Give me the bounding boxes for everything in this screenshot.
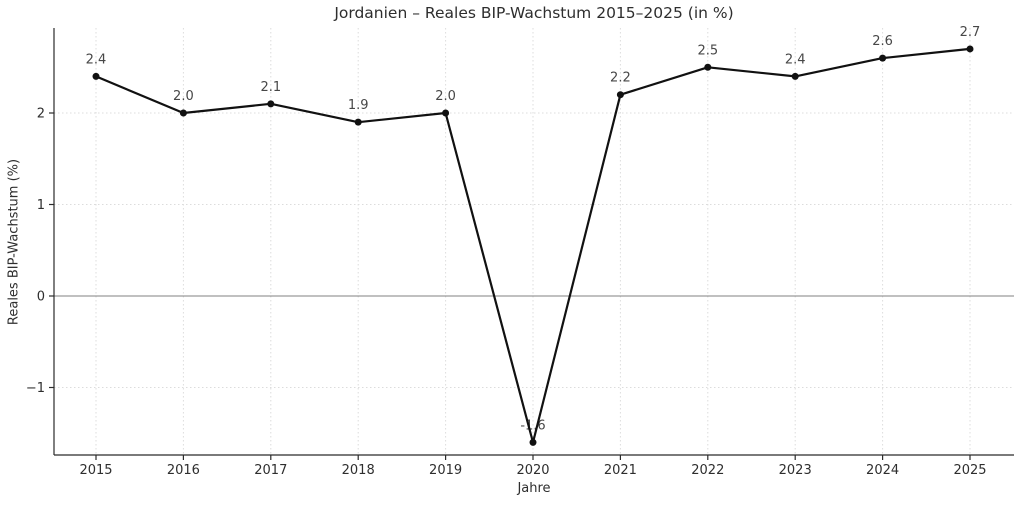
point-label: -1.6: [520, 418, 545, 433]
data-point: [267, 100, 275, 108]
y-tick-label: −1: [26, 381, 45, 396]
point-label: 2.1: [260, 80, 281, 95]
data-line: [94, 47, 972, 444]
x-axis: 2015 2016 2017 2018 2019 2020 2021 2022 2023 2024…: [79, 455, 987, 478]
point-labels: 2.4 2.0 2.1 1.9 2.0 -1.6 2.2 2.5 2.4 2.6 2.7: [86, 25, 981, 433]
point-label: 1.9: [348, 98, 369, 113]
x-tick-label: 2021: [604, 463, 637, 478]
point-label: 2.0: [435, 89, 456, 104]
x-tick-label: 2016: [167, 463, 200, 478]
point-label: 2.2: [610, 71, 631, 86]
x-tick-label: 2019: [429, 463, 462, 478]
x-tick-label: 2018: [342, 463, 375, 478]
x-tick-label: 2020: [516, 463, 549, 478]
y-tick-label: 1: [37, 198, 45, 213]
spines: [53, 28, 1014, 456]
data-point: [92, 72, 100, 80]
x-tick-label: 2025: [953, 463, 986, 478]
data-point: [616, 91, 624, 99]
x-tick-label: 2022: [691, 463, 724, 478]
markers: [92, 45, 974, 446]
x-tick-label: 2023: [779, 463, 812, 478]
data-point: [879, 54, 887, 62]
y-tick-label: 2: [37, 106, 45, 121]
x-tick-label: 2017: [254, 463, 287, 478]
point-label: 2.4: [86, 52, 107, 67]
data-point: [179, 109, 187, 117]
data-point: [354, 118, 362, 126]
point-label: 2.6: [872, 34, 893, 49]
data-point: [791, 72, 799, 80]
y-tick-label: 0: [37, 289, 45, 304]
y-axis: −1 0 1 2: [26, 106, 54, 396]
data-point: [704, 63, 712, 71]
x-tick-label: 2024: [866, 463, 899, 478]
data-point: [442, 109, 450, 117]
series: [94, 47, 972, 444]
data-point: [529, 438, 537, 446]
point-label: 2.7: [960, 25, 981, 40]
chart-title: Jordanien – Reales BIP-Wachstum 2015–202…: [334, 4, 734, 22]
gridlines: [54, 28, 1014, 455]
data-point: [966, 45, 974, 53]
x-axis-label: Jahre: [517, 481, 551, 496]
x-tick-label: 2015: [79, 463, 112, 478]
point-label: 2.5: [697, 43, 718, 58]
point-label: 2.4: [785, 52, 806, 67]
point-label: 2.0: [173, 89, 194, 104]
